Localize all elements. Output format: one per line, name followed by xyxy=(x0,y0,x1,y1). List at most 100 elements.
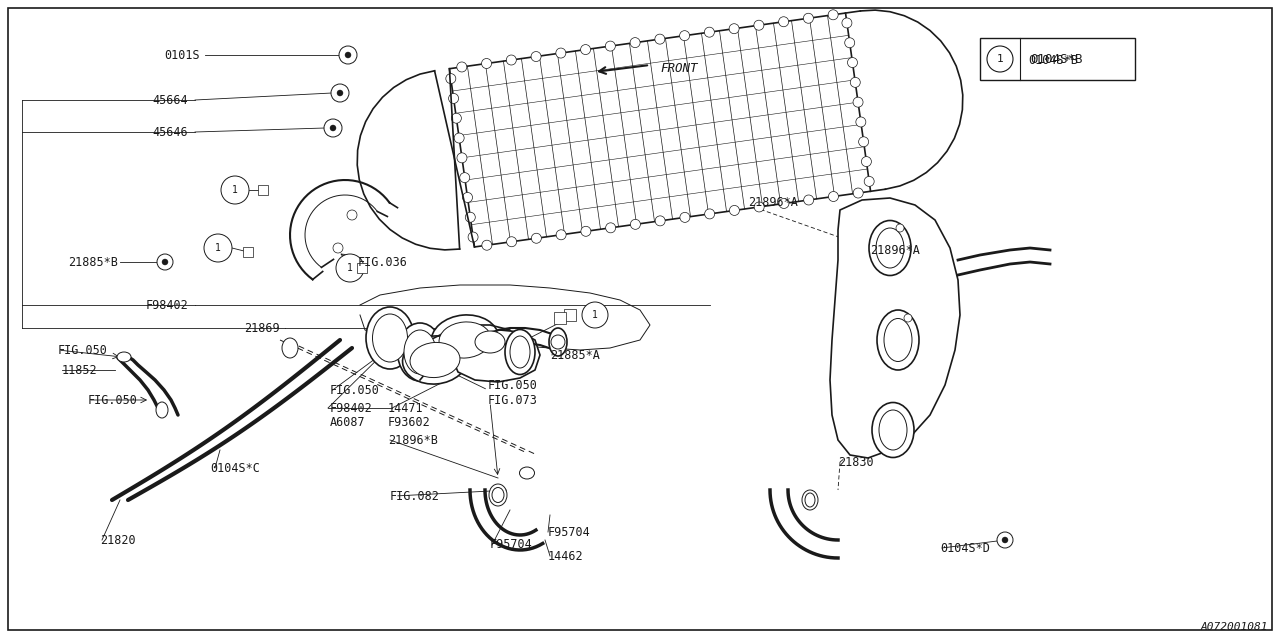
Circle shape xyxy=(448,93,458,104)
Text: 45646: 45646 xyxy=(152,125,188,138)
Polygon shape xyxy=(449,13,870,247)
Text: 0104S*B: 0104S*B xyxy=(1030,52,1083,65)
Ellipse shape xyxy=(884,319,913,362)
Text: FIG.073: FIG.073 xyxy=(488,394,538,406)
Ellipse shape xyxy=(879,410,908,450)
Text: 0101S: 0101S xyxy=(164,49,200,61)
Circle shape xyxy=(481,58,492,68)
Circle shape xyxy=(468,232,479,242)
Circle shape xyxy=(896,224,904,232)
Ellipse shape xyxy=(492,488,504,502)
Circle shape xyxy=(452,113,461,124)
Ellipse shape xyxy=(506,330,535,374)
Circle shape xyxy=(324,119,342,137)
Ellipse shape xyxy=(366,307,413,369)
Bar xyxy=(980,38,1135,80)
Text: FIG.036: FIG.036 xyxy=(358,255,408,269)
Circle shape xyxy=(630,220,640,229)
Text: 21830: 21830 xyxy=(838,456,874,468)
Ellipse shape xyxy=(410,342,460,378)
Circle shape xyxy=(655,216,666,226)
Ellipse shape xyxy=(372,314,407,362)
Circle shape xyxy=(847,58,858,68)
Text: FIG.050: FIG.050 xyxy=(58,344,108,356)
Ellipse shape xyxy=(398,323,443,381)
Circle shape xyxy=(556,230,566,240)
Text: FRONT: FRONT xyxy=(660,61,698,74)
Circle shape xyxy=(854,188,863,198)
Ellipse shape xyxy=(116,352,131,362)
Text: 21885*A: 21885*A xyxy=(550,349,600,362)
Text: F98402: F98402 xyxy=(330,401,372,415)
Circle shape xyxy=(859,137,869,147)
Circle shape xyxy=(828,191,838,202)
Text: A072001081: A072001081 xyxy=(1201,622,1268,632)
Ellipse shape xyxy=(876,228,904,268)
Circle shape xyxy=(730,24,739,34)
Text: FIG.050: FIG.050 xyxy=(88,394,138,406)
Polygon shape xyxy=(453,330,540,382)
Circle shape xyxy=(804,13,813,23)
Circle shape xyxy=(754,20,764,30)
Circle shape xyxy=(462,193,472,202)
Circle shape xyxy=(605,41,616,51)
Ellipse shape xyxy=(520,467,535,479)
Ellipse shape xyxy=(869,221,911,275)
Ellipse shape xyxy=(402,336,467,384)
Ellipse shape xyxy=(803,490,818,510)
Circle shape xyxy=(778,17,788,27)
Circle shape xyxy=(804,195,814,205)
Circle shape xyxy=(507,55,516,65)
Circle shape xyxy=(582,302,608,328)
Circle shape xyxy=(332,84,349,102)
Circle shape xyxy=(581,45,590,54)
Circle shape xyxy=(997,532,1012,548)
Circle shape xyxy=(605,223,616,233)
Circle shape xyxy=(531,52,541,61)
Circle shape xyxy=(457,62,467,72)
Circle shape xyxy=(556,48,566,58)
Circle shape xyxy=(339,46,357,64)
Text: F98402: F98402 xyxy=(145,298,188,312)
Circle shape xyxy=(680,31,690,41)
Text: F95704: F95704 xyxy=(548,525,591,538)
Ellipse shape xyxy=(431,315,499,365)
Circle shape xyxy=(861,157,872,166)
Text: FIG.082: FIG.082 xyxy=(390,490,440,502)
Text: 21896*B: 21896*B xyxy=(388,433,438,447)
Text: 14462: 14462 xyxy=(548,550,584,563)
Circle shape xyxy=(828,10,838,20)
Bar xyxy=(357,263,367,273)
Circle shape xyxy=(337,254,364,282)
Circle shape xyxy=(864,177,874,186)
Text: 21869: 21869 xyxy=(244,321,280,335)
Circle shape xyxy=(346,52,351,58)
Circle shape xyxy=(330,125,337,131)
Circle shape xyxy=(460,173,470,182)
Circle shape xyxy=(730,205,740,216)
Text: 0104S*B: 0104S*B xyxy=(1028,54,1078,67)
Circle shape xyxy=(347,210,357,220)
Text: F93602: F93602 xyxy=(388,415,431,429)
Circle shape xyxy=(842,18,852,28)
Circle shape xyxy=(466,212,475,222)
Ellipse shape xyxy=(877,310,919,370)
Circle shape xyxy=(507,237,517,247)
Circle shape xyxy=(754,202,764,212)
Text: FIG.050: FIG.050 xyxy=(330,383,380,397)
Circle shape xyxy=(852,97,863,107)
Circle shape xyxy=(157,254,173,270)
Text: 21896*A: 21896*A xyxy=(870,243,920,257)
Text: 21885*B: 21885*B xyxy=(68,255,118,269)
Circle shape xyxy=(987,46,1012,72)
Circle shape xyxy=(481,240,492,250)
Text: 0104S*D: 0104S*D xyxy=(940,541,989,554)
Bar xyxy=(564,309,576,321)
Text: 1: 1 xyxy=(232,185,238,195)
Text: 0104S*C: 0104S*C xyxy=(210,461,260,474)
Circle shape xyxy=(845,38,855,48)
Ellipse shape xyxy=(872,403,914,458)
Circle shape xyxy=(856,117,865,127)
Text: FIG.050: FIG.050 xyxy=(488,378,538,392)
Text: A6087: A6087 xyxy=(330,415,366,429)
